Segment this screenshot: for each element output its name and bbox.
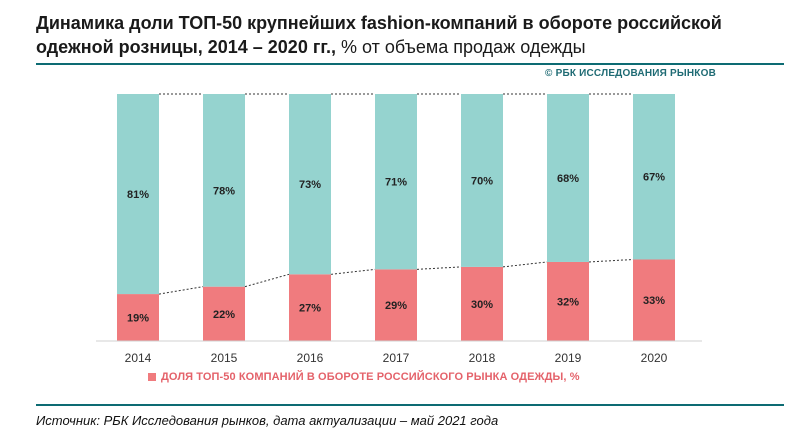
data-label-rest-2019: 68% xyxy=(557,173,579,185)
data-label-top50-2014: 19% xyxy=(127,313,149,325)
x-tick-label-2015: 2015 xyxy=(211,351,238,365)
source-tag: © РБК ИССЛЕДОВАНИЯ РЫНКОВ xyxy=(545,68,716,79)
bar-top50-2015 xyxy=(203,286,245,341)
bar-top50-2018 xyxy=(461,266,503,341)
data-label-rest-2016: 73% xyxy=(299,179,321,191)
connector-top50-2015 xyxy=(244,273,290,288)
bar-top50-2020 xyxy=(633,259,675,341)
x-tick-label-2016: 2016 xyxy=(297,351,324,365)
data-label-rest-2020: 67% xyxy=(643,172,665,184)
bar-rest-2014 xyxy=(117,94,159,295)
data-label-top50-2016: 27% xyxy=(299,303,321,315)
connector-top50-2014 xyxy=(158,286,204,295)
bar-rest-2017 xyxy=(375,94,417,270)
bar-rest-2015 xyxy=(203,94,245,287)
legend-label: ДОЛЯ ТОП-50 КОМПАНИЙ В ОБОРОТЕ РОССИЙСКО… xyxy=(161,371,580,383)
legend-swatch-top50 xyxy=(148,373,156,381)
connectors-group xyxy=(158,93,634,295)
connector-top50-2016 xyxy=(330,268,376,275)
bar-rest-2018 xyxy=(461,94,503,267)
x-tick-label-2014: 2014 xyxy=(125,351,152,365)
data-label-rest-2015: 78% xyxy=(213,185,235,197)
data-label-top50-2019: 32% xyxy=(557,296,579,308)
data-label-rest-2018: 70% xyxy=(471,175,493,187)
connector-top50-2017 xyxy=(416,266,462,270)
data-label-top50-2017: 29% xyxy=(385,300,407,312)
bar-top50-2016 xyxy=(289,274,331,341)
bar-top50-2017 xyxy=(375,269,417,341)
bars-group xyxy=(117,94,675,341)
data-label-rest-2014: 81% xyxy=(127,189,149,201)
top-rule xyxy=(36,63,784,65)
chart-title-normal: % от объема продаж одежды xyxy=(336,37,586,57)
bar-top50-2014 xyxy=(117,294,159,341)
data-label-top50-2015: 22% xyxy=(213,309,235,321)
connector-top50-2018 xyxy=(502,261,548,268)
bar-rest-2019 xyxy=(547,94,589,262)
bar-top50-2019 xyxy=(547,261,589,341)
x-tick-label-2018: 2018 xyxy=(469,351,496,365)
bottom-rule xyxy=(36,404,784,406)
chart-title-bold: Динамика доли ТОП-50 крупнейших fashion-… xyxy=(36,13,722,57)
labels-group: 19% 81% 2014 22% 78% 2015 27% 73% 2016 29% 71% 2017… xyxy=(125,172,668,365)
bar-rest-2020 xyxy=(633,94,675,260)
x-tick-label-2017: 2017 xyxy=(383,351,410,365)
x-tick-label-2020: 2020 xyxy=(641,351,668,365)
chart-title: Динамика доли ТОП-50 крупнейших fashion-… xyxy=(36,11,776,59)
x-tick-label-2019: 2019 xyxy=(555,351,582,365)
data-label-top50-2018: 30% xyxy=(471,299,493,311)
connector-top50-2019 xyxy=(588,258,634,263)
data-label-top50-2020: 33% xyxy=(643,295,665,307)
data-label-rest-2017: 71% xyxy=(385,177,407,189)
bar-rest-2016 xyxy=(289,94,331,275)
source-footnote: Источник: РБК Исследования рынков, дата … xyxy=(36,413,499,428)
legend: ДОЛЯ ТОП-50 КОМПАНИЙ В ОБОРОТЕ РОССИЙСКО… xyxy=(148,371,580,383)
